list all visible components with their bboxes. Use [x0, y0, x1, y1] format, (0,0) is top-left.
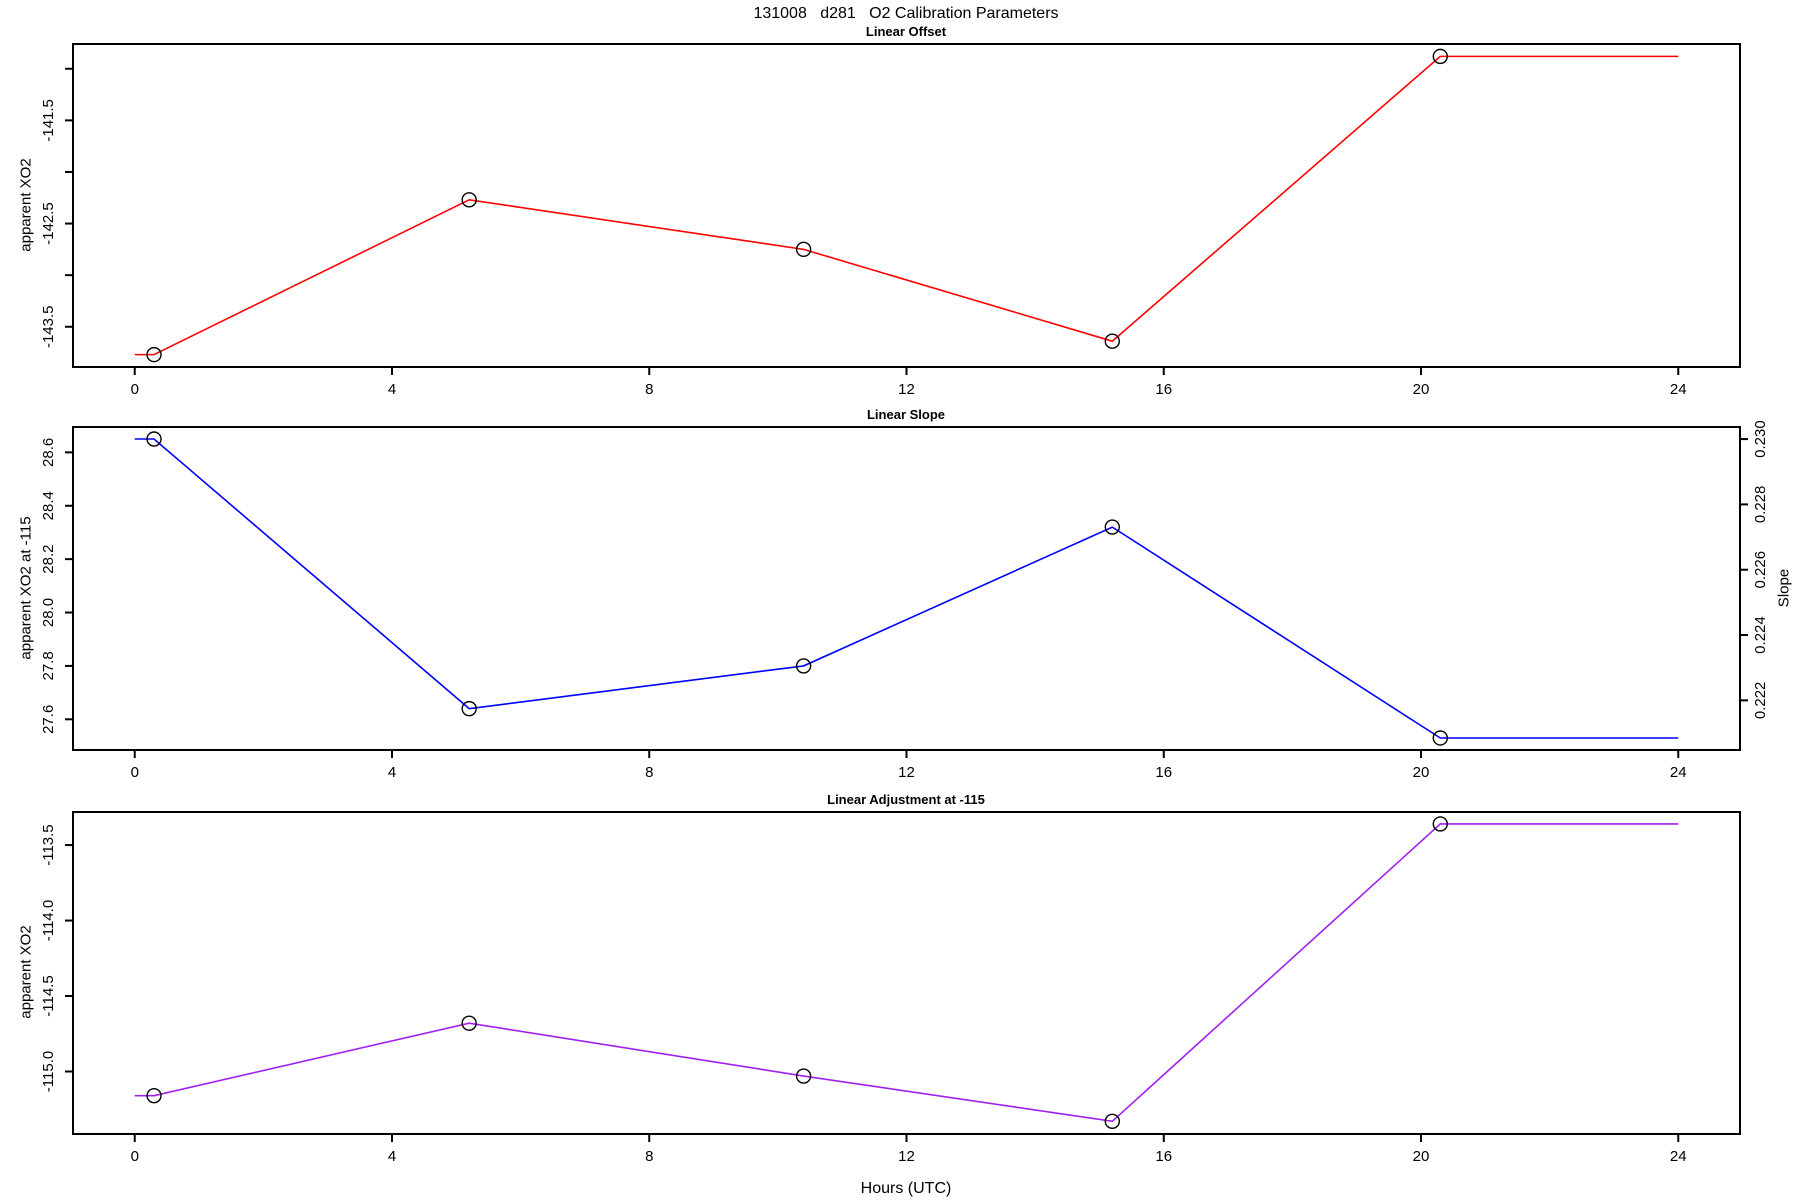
x-tick-label: 8: [645, 764, 653, 781]
panel-title-linear-offset: Linear Offset: [865, 24, 947, 39]
x-tick-label: 24: [1670, 1148, 1687, 1165]
y-tick-label: 27.8: [40, 651, 57, 680]
x-axis-label: Hours (UTC): [860, 1180, 952, 1197]
data-point: [1432, 730, 1449, 746]
y-axis-label-offset: apparent XO2: [17, 158, 35, 252]
x-tick-label: 4: [388, 381, 396, 398]
y-tick-label: -141.5: [40, 99, 57, 142]
y-axis-label-adjustment: apparent XO2: [17, 925, 35, 1019]
panel-0: 0 4 8 12 16 20 24 -141.5 -142.5 -143.5: [40, 43, 1741, 398]
y-tick-label: -143.5: [40, 305, 57, 348]
panel-title-linear-slope: Linear Slope: [866, 407, 946, 422]
y-tick-label: 28.4: [40, 491, 57, 520]
panel-2: 0 4 8 12 16 20 24 -113.5 -114.0 -114.5 -115.0: [40, 811, 1741, 1165]
y-tick-label: 28.2: [40, 545, 57, 574]
data-point: [1104, 1113, 1121, 1130]
panel-frame: [72, 426, 1741, 751]
data-point: [795, 1068, 812, 1084]
data-point: [146, 431, 162, 447]
panel-frame: [72, 811, 1741, 1135]
x-tick-label: 4: [388, 1148, 396, 1165]
page-title: 131008 d281 O2 Calibration Parameters: [753, 5, 1059, 22]
y-tick-label: 28.6: [40, 438, 57, 467]
y-tick-label: -114.0: [40, 900, 57, 941]
data-point: [795, 241, 812, 258]
x-tick-label: 0: [131, 764, 139, 781]
series-line: [134, 438, 1679, 739]
y-tick-label: -142.5: [40, 202, 57, 245]
x-tick-label: 4: [388, 764, 396, 781]
x-tick-label: 12: [898, 381, 915, 398]
y-tick-label: -115.0: [40, 1051, 57, 1092]
data-point: [461, 1015, 477, 1031]
y-tick-label: 27.6: [40, 705, 57, 734]
x-tick-label: 8: [645, 1148, 653, 1165]
y-axis-label-slope-right: Slope: [1775, 568, 1793, 608]
x-tick-label: 16: [1155, 1148, 1172, 1165]
data-point: [1104, 333, 1121, 349]
x-tick-label: 16: [1155, 764, 1172, 781]
y-tick-label: -114.5: [40, 975, 57, 1016]
x-tick-label: 20: [1413, 1148, 1430, 1165]
x-tick-label: 12: [898, 1148, 915, 1165]
right-y-tick-label: 0.222: [1752, 682, 1769, 720]
y-tick-label: 28.0: [40, 598, 57, 627]
y-tick-label: -113.5: [40, 824, 57, 865]
right-y-tick-label: 0.230: [1752, 420, 1769, 458]
data-point: [146, 1087, 162, 1104]
x-tick-label: 20: [1413, 381, 1430, 398]
x-tick-label: 12: [898, 764, 915, 781]
right-y-tick-label: 0.228: [1752, 486, 1769, 524]
data-point: [795, 658, 812, 674]
data-point: [1432, 48, 1449, 65]
x-tick-label: 20: [1413, 764, 1430, 781]
x-tick-label: 0: [131, 381, 139, 398]
panel-1: 0 4 8 12 16 20 24 27.6 27.8 28.0 28.2 28.4 28.6 0.222…: [40, 420, 1769, 781]
x-tick-label: 8: [645, 381, 653, 398]
data-point: [1104, 519, 1121, 535]
data-point: [461, 192, 477, 208]
panel-title-linear-adjustment: Linear Adjustment at -115: [827, 792, 985, 807]
x-tick-label: 24: [1670, 381, 1687, 398]
panel-frame: [72, 43, 1741, 368]
y-axis-label-slope-left: apparent XO2 at -115: [17, 516, 35, 660]
series-line: [134, 55, 1679, 356]
right-y-tick-label: 0.224: [1752, 616, 1769, 654]
data-point: [461, 700, 477, 717]
x-tick-label: 0: [131, 1148, 139, 1165]
series-line: [134, 823, 1679, 1123]
x-tick-label: 16: [1155, 381, 1172, 398]
data-point: [1432, 816, 1449, 832]
x-tick-label: 24: [1670, 764, 1687, 781]
right-y-tick-label: 0.226: [1752, 551, 1769, 589]
data-point: [146, 346, 162, 363]
